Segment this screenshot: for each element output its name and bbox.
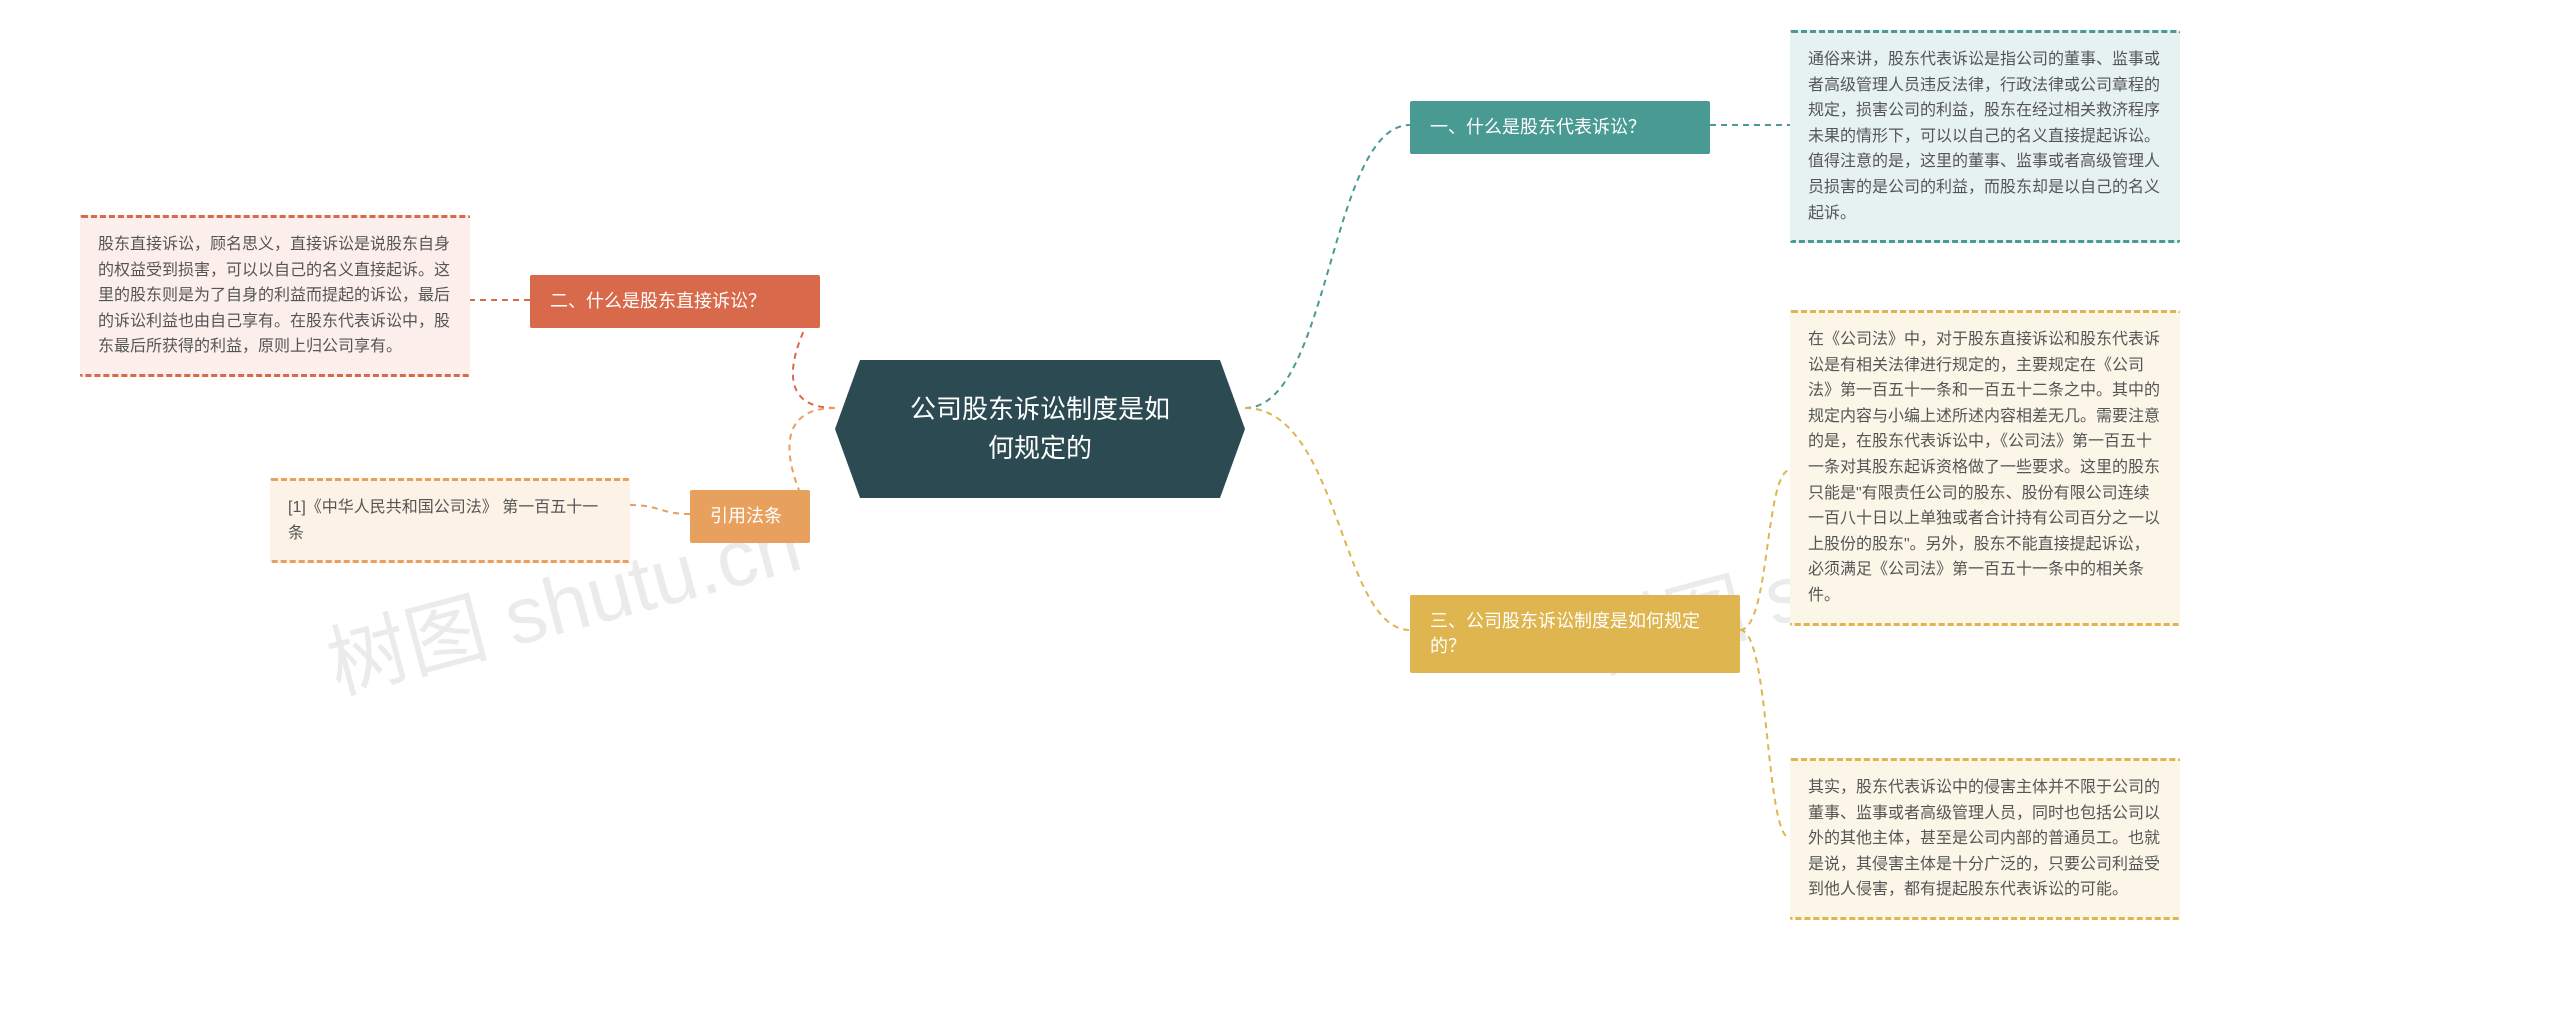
branch-node-b3[interactable]: 三、公司股东诉讼制度是如何规定的？ xyxy=(1410,595,1740,673)
leaf-text: 其实，股东代表诉讼中的侵害主体并不限于公司的董事、监事或者高级管理人员，同时也包… xyxy=(1808,779,2160,898)
branch-label: 一、什么是股东代表诉讼？ xyxy=(1430,117,1646,137)
branch-label: 三、公司股东诉讼制度是如何规定的？ xyxy=(1430,611,1700,656)
connector-path xyxy=(630,505,690,514)
connector-path xyxy=(1740,630,1790,838)
leaf-node-b3-0[interactable]: 在《公司法》中，对于股东直接诉讼和股东代表诉讼是有相关法律进行规定的，主要规定在… xyxy=(1790,310,2180,626)
leaf-text: 股东直接诉讼，顾名思义，直接诉讼是说股东自身的权益受到损害，可以以自己的名义直接… xyxy=(98,236,450,355)
branch-label: 引用法条 xyxy=(710,506,782,526)
branch-label: 二、什么是股东直接诉讼？ xyxy=(550,291,766,311)
branch-node-b2[interactable]: 二、什么是股东直接诉讼？ xyxy=(530,275,820,328)
branch-node-b1[interactable]: 一、什么是股东代表诉讼？ xyxy=(1410,101,1710,154)
leaf-node-b4-0[interactable]: [1]《中华人民共和国公司法》 第一百五十一条 xyxy=(270,478,630,563)
leaf-text: 在《公司法》中，对于股东直接诉讼和股东代表诉讼是有相关法律进行规定的，主要规定在… xyxy=(1808,331,2160,604)
connector-path xyxy=(1245,125,1410,408)
root-node[interactable]: 公司股东诉讼制度是如何规定的 xyxy=(860,360,1220,498)
leaf-node-b1-0[interactable]: 通俗来讲，股东代表诉讼是指公司的董事、监事或者高级管理人员违反法律，行政法律或公… xyxy=(1790,30,2180,243)
leaf-node-b2-0[interactable]: 股东直接诉讼，顾名思义，直接诉讼是说股东自身的权益受到损害，可以以自己的名义直接… xyxy=(80,215,470,377)
leaf-text: [1]《中华人民共和国公司法》 第一百五十一条 xyxy=(288,499,598,542)
connector-path xyxy=(1245,408,1410,630)
branch-node-b4[interactable]: 引用法条 xyxy=(690,490,810,543)
leaf-node-b3-1[interactable]: 其实，股东代表诉讼中的侵害主体并不限于公司的董事、监事或者高级管理人员，同时也包… xyxy=(1790,758,2180,920)
leaf-text: 通俗来讲，股东代表诉讼是指公司的董事、监事或者高级管理人员违反法律，行政法律或公… xyxy=(1808,51,2160,222)
root-label: 公司股东诉讼制度是如何规定的 xyxy=(910,394,1170,463)
connector-path xyxy=(1740,470,1790,630)
